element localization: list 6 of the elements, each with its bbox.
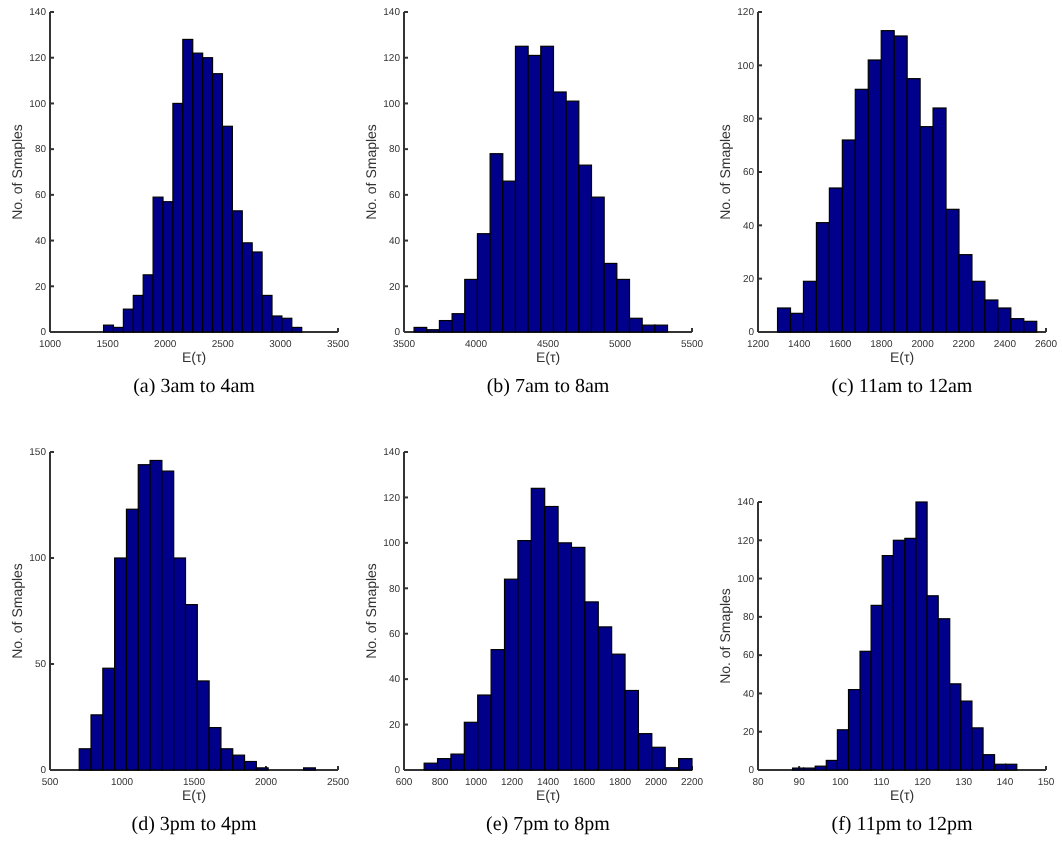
text: (d) 3pm to 4pm	[131, 814, 257, 836]
text: (c) 11am to 12am	[831, 376, 973, 398]
text: (f) 11pm to 12pm	[831, 814, 973, 836]
text: (e) 7pm to 8pm	[486, 814, 611, 836]
text: (a) 3am to 4am	[133, 376, 256, 398]
text: (b) 7am to 8am	[486, 376, 610, 398]
